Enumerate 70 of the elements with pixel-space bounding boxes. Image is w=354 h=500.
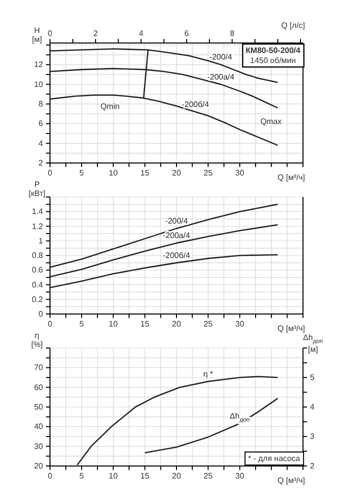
y-tick-label: 0.6 xyxy=(32,266,44,275)
series-label: η * xyxy=(203,369,214,378)
x-tick-label: 30 xyxy=(235,168,245,178)
y-tick-label: 60 xyxy=(34,382,44,392)
chart-title: КМ80-50-200/4 xyxy=(246,46,301,55)
y-tick-label: 1.2 xyxy=(32,222,44,231)
y-tick-label: 12 xyxy=(34,60,44,70)
y-tick-label: 0.8 xyxy=(32,251,44,260)
series-label: -200б/4 xyxy=(162,250,191,260)
x-tick-label: 20 xyxy=(172,320,182,329)
y-tick-label: 0.2 xyxy=(32,294,44,304)
y2-tick-label: 3 xyxy=(310,432,315,442)
annotation: Qmin xyxy=(100,102,120,111)
y-tick-label: 6 xyxy=(38,119,44,128)
y-axis-title: η [%] xyxy=(31,331,43,349)
y-tick-label: 2 xyxy=(38,158,44,168)
x-tick-label: 15 xyxy=(140,320,150,329)
x-tick-label: 30 xyxy=(235,472,245,481)
x2-tick-label: 6 xyxy=(184,29,190,38)
x-tick-label: 5 xyxy=(79,320,84,329)
y2-tick-label: 5 xyxy=(310,373,315,382)
series-label: -200а/4 xyxy=(207,72,235,82)
annotation: Qmax xyxy=(260,117,282,126)
y-tick-label: 50 xyxy=(34,402,44,412)
annotation: * - для насоса xyxy=(248,454,301,463)
y-tick-label: 4 xyxy=(38,138,44,148)
x-tick-label: 5 xyxy=(79,472,84,481)
x-axis-title: Q [м³/ч] xyxy=(278,324,305,333)
y-axis-title: H [м] xyxy=(32,26,42,44)
x-axis-title: Q [м³/ч] xyxy=(278,173,305,182)
y-tick-label: 0 xyxy=(38,310,44,319)
y-tick-label: 1.4 xyxy=(32,207,44,216)
x-axis-title: Q [м³/ч] xyxy=(278,476,305,485)
text: 1450 об/мин xyxy=(250,56,296,65)
x-tick-label: 30 xyxy=(235,320,245,329)
x2-tick-label: 0 xyxy=(48,29,53,38)
x2-tick-label: 8 xyxy=(230,29,235,38)
x-tick-label: 20 xyxy=(172,472,182,481)
x-tick-label: 0 xyxy=(48,168,53,178)
y-tick-label: 30 xyxy=(34,442,44,451)
x-tick-label: 15 xyxy=(140,168,150,178)
y-tick-label: 20 xyxy=(34,462,44,471)
y-tick-label: 8 xyxy=(38,100,44,109)
series-label: -200а/4 xyxy=(162,231,191,240)
x-tick-label: 15 xyxy=(140,472,150,481)
series-label: -200/4 xyxy=(209,52,233,62)
x-tick-label: 0 xyxy=(48,472,53,481)
x-tick-label: 0 xyxy=(48,320,53,329)
x-tick-label: 10 xyxy=(108,472,118,481)
x-tick-label: 25 xyxy=(204,472,214,481)
x-tick-label: 10 xyxy=(108,320,118,329)
y-tick-label: 40 xyxy=(34,422,44,432)
x2-tick-label: 2 xyxy=(93,29,98,38)
x-tick-label: 25 xyxy=(204,168,214,178)
y-tick-label: 0.4 xyxy=(32,280,44,290)
x-tick-label: 25 xyxy=(204,320,214,329)
y2-axis-title: Δh$_{доп}$ [м] xyxy=(303,333,323,354)
y-tick-label: 70 xyxy=(34,363,44,372)
x-tick-label: 20 xyxy=(172,168,182,178)
y2-tick-label: 2 xyxy=(310,462,315,471)
x2-axis-title: Q [л/с] xyxy=(281,21,305,30)
x-tick-label: 10 xyxy=(108,168,118,178)
y-axis-title: P [кВт] xyxy=(28,180,46,198)
y-tick-label: 1 xyxy=(38,236,44,246)
series-label: -200/4 xyxy=(165,216,188,226)
y-tick-label: 10 xyxy=(34,80,44,89)
series-label: -200б/4 xyxy=(182,100,210,109)
x2-tick-label: 4 xyxy=(138,29,144,38)
x-tick-label: 5 xyxy=(79,168,84,178)
y2-tick-label: 4 xyxy=(310,402,315,412)
